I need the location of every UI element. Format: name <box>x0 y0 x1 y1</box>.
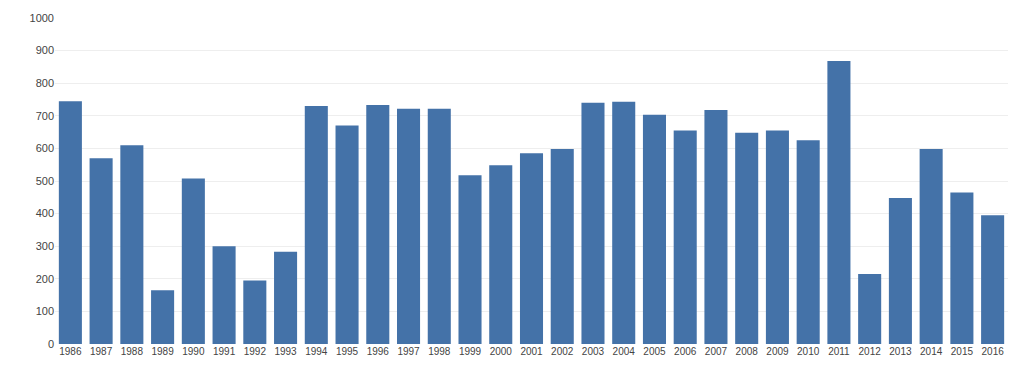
svg-text:1991: 1991 <box>213 346 236 357</box>
svg-text:600: 600 <box>36 142 54 154</box>
svg-text:800: 800 <box>36 77 54 89</box>
svg-text:400: 400 <box>36 207 54 219</box>
svg-text:500: 500 <box>36 175 54 187</box>
svg-text:2009: 2009 <box>766 346 789 357</box>
svg-text:0: 0 <box>48 338 54 350</box>
svg-text:300: 300 <box>36 240 54 252</box>
svg-text:1989: 1989 <box>151 346 174 357</box>
svg-text:1999: 1999 <box>459 346 482 357</box>
svg-text:1990: 1990 <box>182 346 205 357</box>
svg-text:2015: 2015 <box>951 346 974 357</box>
svg-text:2001: 2001 <box>520 346 543 357</box>
svg-text:2000: 2000 <box>490 346 513 357</box>
svg-text:2007: 2007 <box>705 346 728 357</box>
svg-text:2016: 2016 <box>982 346 1005 357</box>
svg-text:2008: 2008 <box>736 346 759 357</box>
svg-text:2005: 2005 <box>643 346 666 357</box>
svg-text:2014: 2014 <box>920 346 943 357</box>
svg-text:1998: 1998 <box>428 346 451 357</box>
svg-text:200: 200 <box>36 273 54 285</box>
svg-text:2010: 2010 <box>797 346 820 357</box>
svg-text:2004: 2004 <box>613 346 636 357</box>
svg-text:1996: 1996 <box>367 346 390 357</box>
svg-text:2013: 2013 <box>889 346 912 357</box>
svg-text:1995: 1995 <box>336 346 359 357</box>
svg-text:1988: 1988 <box>121 346 144 357</box>
svg-text:700: 700 <box>36 110 54 122</box>
svg-text:2003: 2003 <box>582 346 605 357</box>
svg-text:1994: 1994 <box>305 346 328 357</box>
svg-text:1997: 1997 <box>397 346 420 357</box>
svg-text:2002: 2002 <box>551 346 574 357</box>
svg-text:2006: 2006 <box>674 346 697 357</box>
svg-text:900: 900 <box>36 44 54 56</box>
svg-text:2011: 2011 <box>828 346 850 357</box>
svg-text:1987: 1987 <box>90 346 113 357</box>
svg-text:2012: 2012 <box>859 346 882 357</box>
svg-text:1000: 1000 <box>30 12 54 24</box>
svg-text:100: 100 <box>36 305 54 317</box>
svg-text:1992: 1992 <box>244 346 267 357</box>
svg-text:1986: 1986 <box>59 346 82 357</box>
svg-text:1993: 1993 <box>274 346 297 357</box>
